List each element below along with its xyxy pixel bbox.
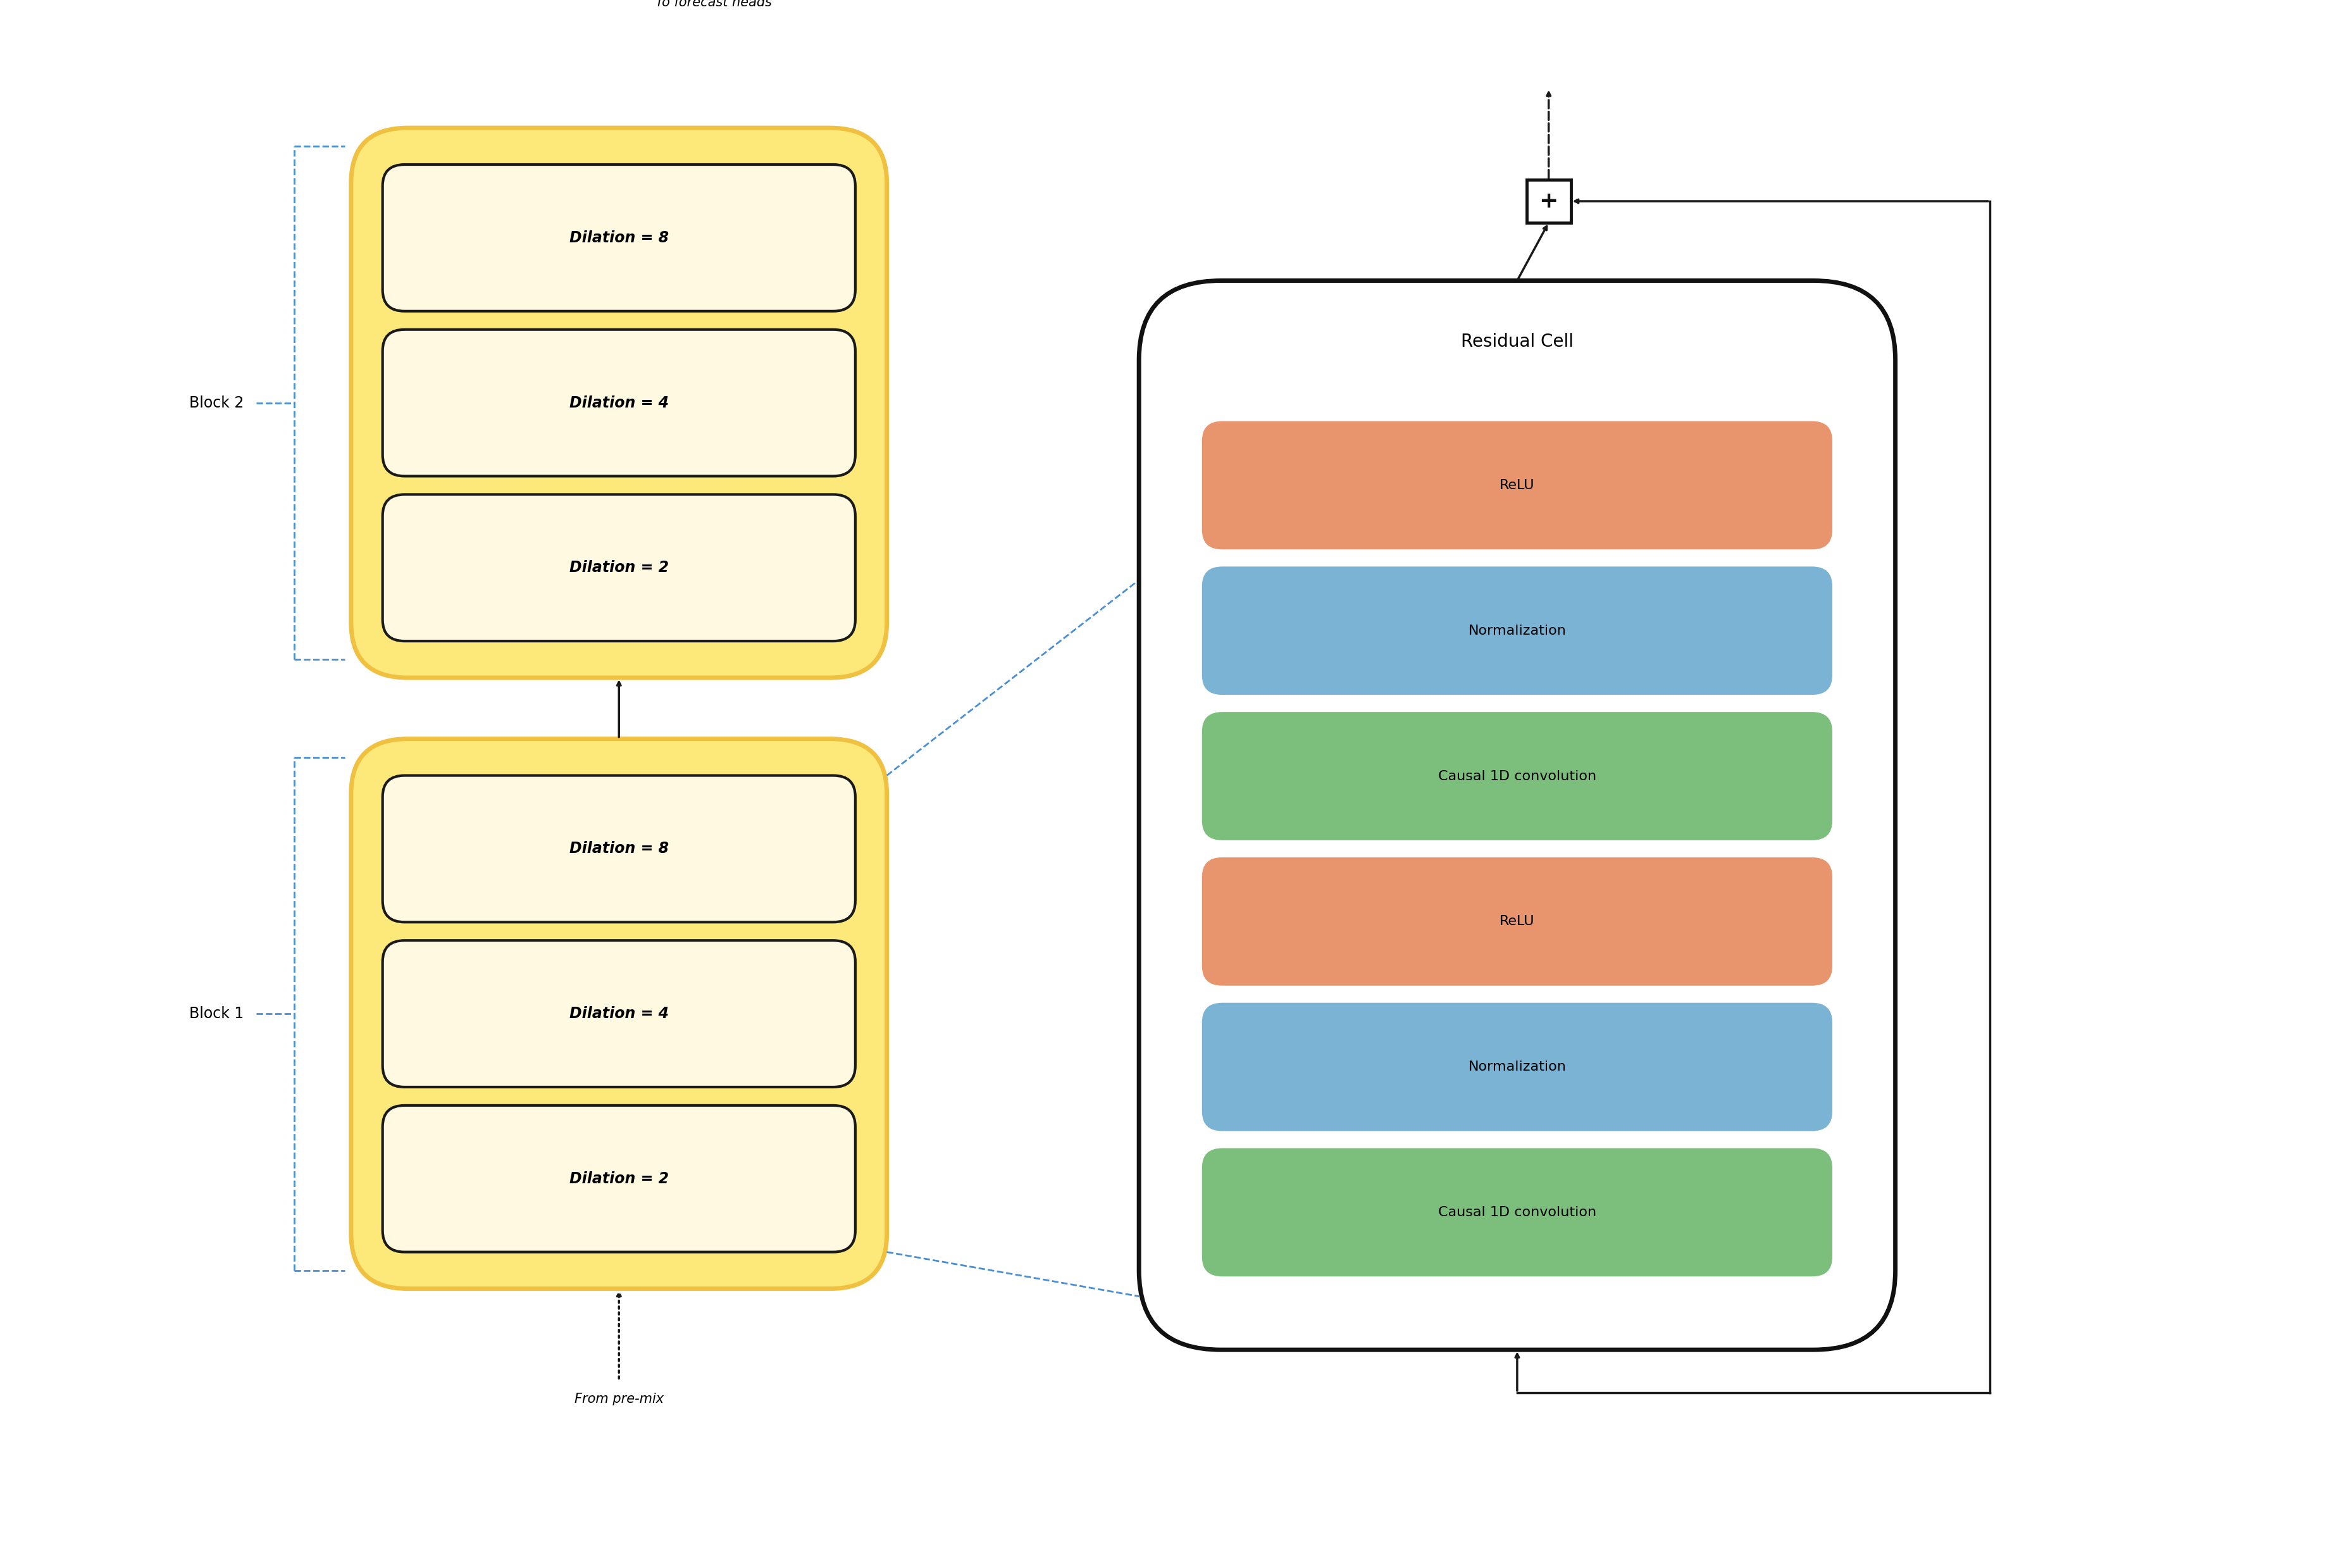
FancyBboxPatch shape — [1139, 281, 1896, 1350]
FancyBboxPatch shape — [1202, 858, 1833, 986]
Text: Normalization: Normalization — [1467, 1060, 1565, 1073]
Text: +: + — [1539, 190, 1558, 212]
Text: ReLU: ReLU — [1500, 916, 1535, 928]
FancyBboxPatch shape — [382, 329, 855, 477]
Text: Normalization: Normalization — [1467, 624, 1565, 637]
FancyBboxPatch shape — [1202, 422, 1833, 549]
Text: From pre-mix: From pre-mix — [575, 1392, 664, 1405]
FancyBboxPatch shape — [352, 739, 887, 1289]
FancyBboxPatch shape — [382, 494, 855, 641]
Text: Causal 1D convolution: Causal 1D convolution — [1437, 770, 1595, 782]
FancyBboxPatch shape — [382, 1105, 855, 1251]
Text: To forecast heads: To forecast heads — [654, 0, 771, 9]
Text: Dilation = 2: Dilation = 2 — [568, 560, 668, 575]
Text: Causal 1D convolution: Causal 1D convolution — [1437, 1206, 1595, 1218]
Text: ReLU: ReLU — [1500, 478, 1535, 492]
Text: Dilation = 2: Dilation = 2 — [568, 1171, 668, 1187]
FancyBboxPatch shape — [1202, 1148, 1833, 1276]
FancyBboxPatch shape — [382, 776, 855, 922]
Text: Dilation = 4: Dilation = 4 — [568, 395, 668, 411]
Text: Dilation = 4: Dilation = 4 — [568, 1007, 668, 1021]
FancyBboxPatch shape — [1202, 712, 1833, 840]
Text: Dilation = 8: Dilation = 8 — [568, 840, 668, 856]
Text: Block 1: Block 1 — [189, 1007, 245, 1021]
FancyBboxPatch shape — [1202, 566, 1833, 695]
FancyBboxPatch shape — [352, 129, 887, 677]
FancyBboxPatch shape — [1202, 1004, 1833, 1131]
FancyBboxPatch shape — [382, 941, 855, 1087]
Text: Residual Cell: Residual Cell — [1460, 332, 1574, 351]
FancyBboxPatch shape — [1525, 180, 1570, 223]
Text: Block 2: Block 2 — [189, 395, 245, 411]
Text: Dilation = 8: Dilation = 8 — [568, 230, 668, 246]
FancyBboxPatch shape — [382, 165, 855, 310]
